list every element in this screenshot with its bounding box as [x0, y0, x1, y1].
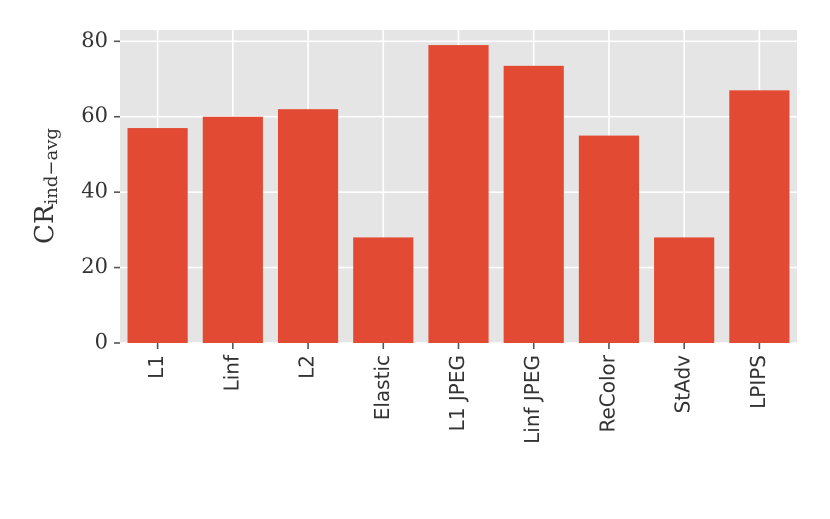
x-tick-label: L2: [295, 355, 319, 379]
x-tick-label: Elastic: [370, 355, 394, 420]
bar: [277, 109, 339, 343]
y-tick-label: 40: [81, 179, 108, 203]
bar: [729, 90, 790, 344]
x-tick-label: StAdv: [671, 355, 695, 414]
bar: [503, 65, 564, 343]
x-tick-label: ReColor: [595, 354, 619, 432]
x-tick-label: L1 JPEG: [445, 355, 469, 431]
y-axis-label-subscript: ind−avg: [41, 128, 62, 204]
y-tick-label: 80: [81, 28, 108, 52]
bar: [127, 128, 188, 343]
y-axis-label: CRind−avg: [30, 128, 62, 244]
y-tick-label: 0: [95, 330, 108, 354]
y-tick-label: 20: [81, 254, 108, 278]
x-tick-label: LPIPS: [746, 355, 770, 409]
y-axis-label-main: CR: [30, 203, 60, 244]
bar: [578, 135, 640, 343]
bar: [353, 237, 414, 343]
bar: [654, 237, 715, 343]
bar: [428, 45, 489, 343]
x-tick-label: L1: [144, 355, 168, 379]
bar: [202, 116, 263, 343]
y-tick-label: 60: [81, 103, 108, 127]
x-tick-label: Linf JPEG: [520, 355, 544, 444]
x-tick-label: Linf: [219, 354, 243, 391]
